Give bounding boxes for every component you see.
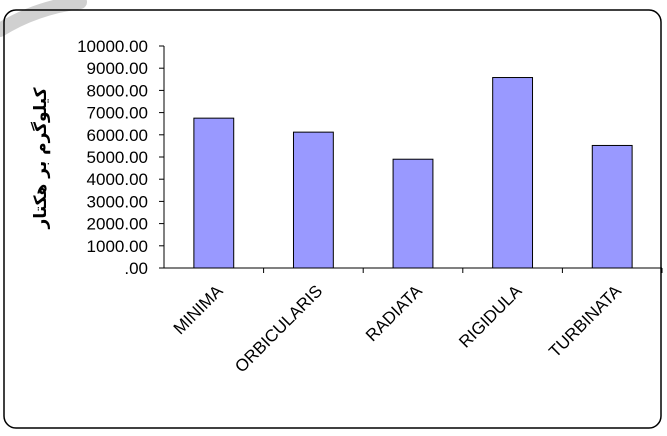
- y-tick-label: 5000.00: [87, 148, 148, 167]
- bar-minima: [193, 117, 235, 269]
- bar-orbicularis: [292, 131, 334, 269]
- bars: [193, 77, 633, 269]
- y-tick-label: 8000.00: [87, 81, 148, 100]
- y-tick-label: 10000.00: [77, 37, 148, 56]
- bar-rigidula: [492, 77, 534, 269]
- decorative-arc: [0, 0, 87, 37]
- category-label-radiata: RADIATA: [362, 281, 426, 345]
- bar-radiata: [392, 158, 434, 269]
- y-tick-label: 7000.00: [87, 104, 148, 123]
- category-label-turbinata: TURBINATA: [545, 281, 625, 361]
- y-axis-title: کیلوگرم بر هکتار: [30, 87, 51, 229]
- y-tick-label: 2000.00: [87, 215, 148, 234]
- y-tick-label: .00: [124, 259, 148, 278]
- x-category-labels: MINIMA ORBICULARIS RADIATA RIGIDULA TURBINAT…: [170, 281, 626, 376]
- axes: [159, 45, 663, 273]
- category-label-orbicularis: ORBICULARIS: [231, 281, 326, 376]
- y-tick-label: 3000.00: [87, 192, 148, 211]
- y-tick-labels: 10000.00 9000.00 8000.00 7000.00 6000.00 5000…: [77, 37, 148, 278]
- bar-turbinata: [591, 144, 633, 269]
- y-tick-label: 1000.00: [87, 237, 148, 256]
- y-tick-label: 9000.00: [87, 59, 148, 78]
- y-tick-label: 6000.00: [87, 126, 148, 145]
- chart-area-border: [3, 9, 662, 429]
- category-label-rigidula: RIGIDULA: [455, 281, 526, 352]
- y-tick-label: 4000.00: [87, 170, 148, 189]
- category-label-minima: MINIMA: [170, 281, 227, 338]
